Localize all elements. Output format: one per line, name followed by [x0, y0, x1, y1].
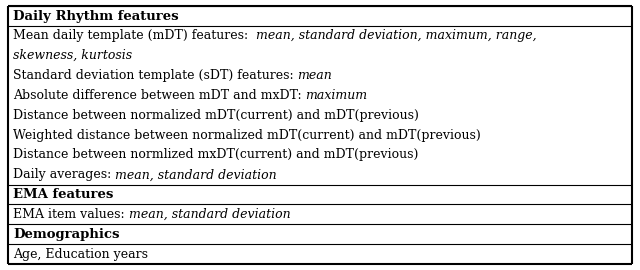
Text: Daily Rhythm features: Daily Rhythm features — [13, 9, 179, 23]
Text: Demographics: Demographics — [13, 228, 120, 241]
Text: EMA features: EMA features — [13, 188, 113, 201]
Text: Weighted distance between normalized mDT(current) and mDT(previous): Weighted distance between normalized mDT… — [13, 129, 481, 142]
Text: EMA item values:: EMA item values: — [13, 208, 129, 221]
Text: Distance between normalized mDT(current) and mDT(previous): Distance between normalized mDT(current)… — [13, 109, 419, 122]
Text: Absolute difference between mDT and mxDT:: Absolute difference between mDT and mxDT… — [13, 89, 306, 102]
Text: Age, Education years: Age, Education years — [13, 248, 148, 261]
Text: mean, standard deviation: mean, standard deviation — [129, 208, 291, 221]
Text: Mean daily template (mDT) features:: Mean daily template (mDT) features: — [13, 29, 256, 42]
Text: maximum: maximum — [306, 89, 368, 102]
Text: Daily averages:: Daily averages: — [13, 168, 115, 181]
Text: mean, standard deviation: mean, standard deviation — [115, 168, 277, 181]
Text: mean: mean — [298, 69, 332, 82]
Text: mean, standard deviation, maximum, range,: mean, standard deviation, maximum, range… — [256, 29, 537, 42]
Text: Distance between normlized mxDT(current) and mDT(previous): Distance between normlized mxDT(current)… — [13, 148, 419, 161]
Text: skewness, kurtosis: skewness, kurtosis — [13, 49, 132, 62]
Text: Standard deviation template (sDT) features:: Standard deviation template (sDT) featur… — [13, 69, 298, 82]
